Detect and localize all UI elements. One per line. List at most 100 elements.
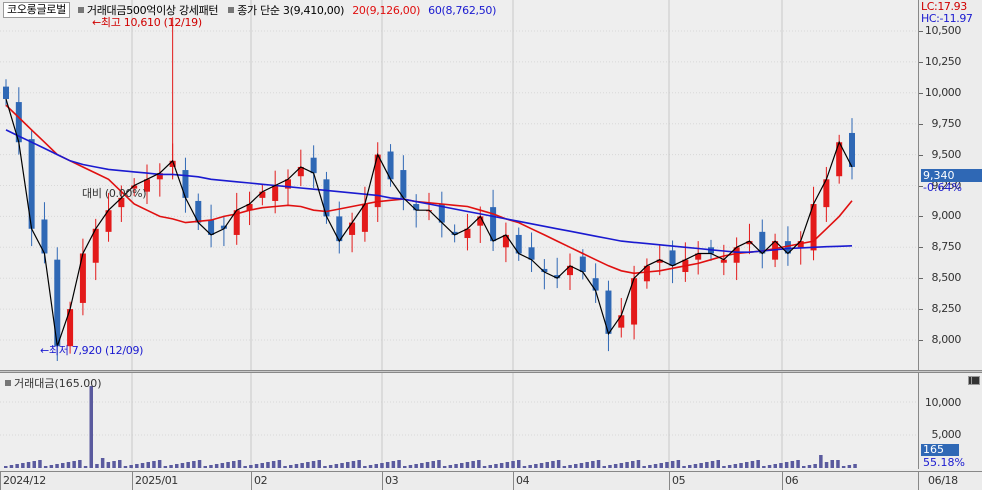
x-tick [782,472,783,490]
volume-bar [659,463,663,468]
candle-body [528,247,535,260]
volume-bar [385,462,390,468]
volume-bar [328,465,333,468]
volume-bar [243,466,247,468]
volume-bar [425,462,430,468]
price-tick-label: 10,500 [924,24,961,37]
candle-body [310,157,317,174]
candle-body [144,179,150,192]
ma60-label[interactable]: 60(8,762,50) [428,3,497,17]
volume-bar [414,464,418,468]
pane-control-icon[interactable] [971,376,980,385]
volume-bar [66,462,71,468]
indicator-pattern-label[interactable]: 거래대금500억이상 강세패턴 [86,4,219,17]
volume-bar [585,462,589,468]
candle-body [54,259,61,347]
x-tick [382,472,383,490]
volume-bar [841,466,846,468]
candle-body [643,265,650,282]
candle-body [272,185,279,201]
volume-bar [824,462,829,468]
volume-bar [163,466,168,468]
indicator-marker-icon [228,7,235,13]
volume-bar [203,466,207,468]
candle-body [323,179,330,217]
candle-body [156,173,163,180]
x-tick [918,472,919,490]
volume-bar [254,464,259,468]
volume-bar [670,461,675,468]
volume-bar [613,464,618,468]
volume-bar [4,466,8,468]
pane-separator[interactable] [0,370,982,373]
volume-bar [197,460,202,468]
current-price-marker: 9,340 [921,169,982,182]
volume-bar [517,460,521,468]
volume-bar [705,462,709,468]
candle-body [669,250,676,266]
x-tick [513,472,514,490]
candle-body [823,179,830,208]
volume-bar [260,463,264,468]
candle-body [387,151,394,180]
volume-bar [140,463,145,468]
price-chart-canvas[interactable] [0,0,918,370]
volume-bar [368,465,373,468]
volume-chart-pane[interactable]: 거래대금(165.00) [0,373,918,469]
volume-bar [494,464,498,468]
volume-bar [403,466,407,468]
volume-bar [123,466,128,468]
x-label: 05 [672,474,686,487]
ma20-label[interactable]: 20(9,126,00) [352,3,421,17]
compare-annotation: 대비 (0.00%) [82,187,147,200]
price-axis[interactable]: LC:17.93 HC:-11.97 10,500 10,250 10,000 9,7… [918,0,982,370]
candle-body [810,204,817,251]
volume-axis[interactable]: 10,000 5,000 165 55.18% [918,373,982,469]
candle-body [438,204,445,223]
volume-bar [688,465,692,468]
volume-chart-canvas[interactable] [0,373,918,469]
price-chart-pane[interactable]: 코오롱글로벌 거래대금500억이상 강세패턴 종가 단순 3(9,410,00)… [0,0,918,370]
volume-title[interactable]: 거래대금(165.00) [14,377,102,390]
price-tick-label: 8,750 [931,240,962,254]
volume-bar [89,386,93,468]
ma3-label[interactable]: 종가 단순 3(9,410,00) [237,4,345,17]
time-axis[interactable]: 2024/12 2025/01 02 03 04 05 06 06/18 [0,471,982,490]
stock-name-field[interactable]: 코오롱글로벌 [3,2,70,18]
candle-body [618,315,625,328]
volume-bar [591,461,595,468]
price-tick-label: 9,500 [931,147,962,161]
volume-bar [631,461,635,468]
volume-bar [750,461,755,468]
volume-bar [192,461,196,468]
volume-bar [511,461,515,468]
candle-body [195,200,202,223]
volume-bar [237,460,242,468]
candle-body [285,179,291,189]
volume-bar [836,460,840,468]
volume-bar [21,463,25,468]
volume-bar [522,466,527,468]
volume-bar [95,464,99,468]
volume-bar [574,464,578,468]
arrow-left-icon: ← [40,344,49,357]
volume-bar [380,463,384,468]
candle-body [15,102,22,143]
price-tick-mark [919,278,923,280]
volume-bar [55,464,59,468]
volume-bar [556,460,561,468]
candle-body [400,170,407,198]
low-annotation-text: 최저 7,920 (12/09) [48,344,144,357]
volume-bar [676,460,681,468]
volume-bar [374,464,378,468]
candle-body [554,275,561,279]
price-tick-mark [919,309,923,311]
price-tick-mark [919,154,923,156]
volume-pct-label: 55.18% [923,456,965,469]
price-tick-label: 8,500 [931,271,962,285]
volume-bar [682,466,686,468]
ma-line-20 [5,104,853,275]
volume-bar [642,466,646,468]
price-tick-label: 8,250 [931,302,962,316]
